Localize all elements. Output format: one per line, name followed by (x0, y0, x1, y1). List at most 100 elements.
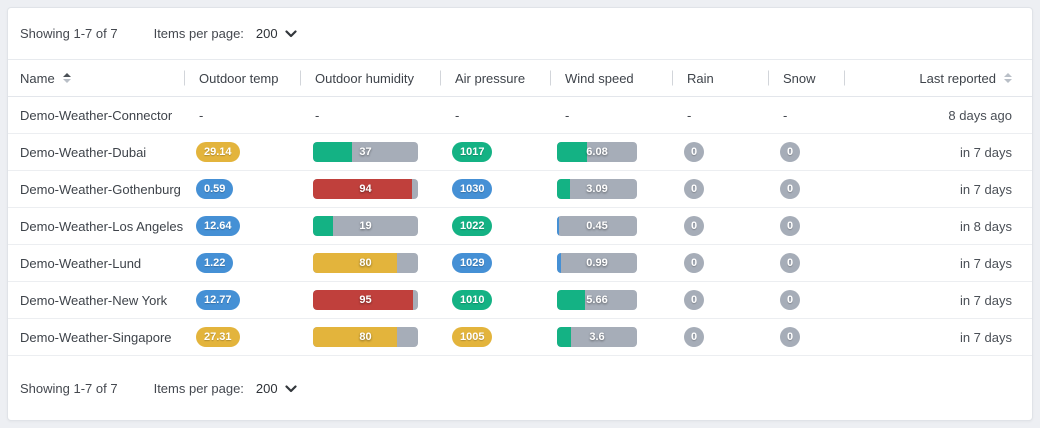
station-name: Demo-Weather-New York (20, 292, 168, 308)
pressure-badge: 1029 (452, 253, 493, 273)
last-reported-value: in 7 days (959, 144, 1012, 160)
table-row[interactable]: Demo-Weather-Lund 1.22 80 1029 0.99 0 0 … (8, 245, 1032, 282)
pressure-badge: 1030 (452, 179, 493, 199)
column-header-name[interactable]: Name (8, 60, 184, 96)
pressure-badge: 1017 (452, 142, 493, 162)
snow-badge: 0 (780, 327, 800, 347)
humidity-bar: 80 (313, 327, 418, 347)
pagination-bar-bottom: Showing 1-7 of 7 Items per page: 200 (8, 356, 1032, 420)
rain-badge: 0 (684, 253, 704, 273)
bar-fill (557, 327, 571, 347)
column-header-air-pressure: Air pressure (440, 60, 550, 96)
last-reported-value: in 7 days (959, 329, 1012, 345)
bar-fill (313, 179, 412, 199)
snow-badge: 0 (780, 179, 800, 199)
rain-badge: 0 (684, 290, 704, 310)
temp-badge: 12.64 (196, 216, 240, 236)
humidity-bar: 94 (313, 179, 418, 199)
pagination-bar-top: Showing 1-7 of 7 Items per page: 200 (8, 8, 1032, 60)
bar-value-label: 80 (359, 331, 372, 343)
items-per-page-select[interactable]: 200 (256, 381, 297, 396)
showing-count: Showing 1-7 of 7 (20, 26, 118, 41)
humidity-bar: - (315, 107, 320, 123)
bar-fill (557, 253, 561, 273)
temp-badge: 27.31 (196, 327, 240, 347)
table-row[interactable]: Demo-Weather-Connector - - - - - - 8 day… (8, 97, 1032, 134)
humidity-bar: 80 (313, 253, 418, 273)
chevron-down-icon (285, 26, 297, 41)
column-header-last-reported[interactable]: Last reported (844, 60, 1032, 96)
table-body: Demo-Weather-Connector - - - - - - 8 day… (8, 97, 1032, 356)
bar-value-label: 19 (359, 220, 372, 232)
showing-count: Showing 1-7 of 7 (20, 380, 118, 396)
last-reported-value: in 7 days (959, 292, 1012, 308)
wind-speed-bar: 6.08 (557, 142, 637, 162)
snow-badge: 0 (780, 142, 800, 162)
bar-value-label: 95 (359, 294, 372, 306)
wind-speed-bar: 3.6 (557, 327, 637, 347)
bar-fill (313, 327, 397, 347)
rain-badge: - (687, 107, 692, 123)
items-per-page-value: 200 (255, 380, 278, 396)
column-header-outdoor-temp: Outdoor temp (184, 60, 300, 96)
bar-value-label: 37 (359, 146, 372, 158)
items-per-page-value: 200 (255, 26, 278, 41)
column-header-snow: Snow (768, 60, 844, 96)
bar-fill (557, 179, 570, 199)
table-row[interactable]: Demo-Weather-Gothenburg 0.59 94 1030 3.0… (8, 171, 1032, 208)
humidity-bar: 37 (313, 142, 418, 162)
table-row[interactable]: Demo-Weather-New York 12.77 95 1010 5.66… (8, 282, 1032, 319)
pressure-badge: 1010 (452, 290, 493, 310)
column-header-snow-label: Snow (783, 70, 816, 86)
last-reported-value: in 7 days (959, 255, 1012, 271)
bar-fill (313, 216, 333, 236)
rain-badge: 0 (684, 179, 704, 199)
bar-value-label: 6.08 (586, 146, 608, 158)
column-header-wind-speed: Wind speed (550, 60, 672, 96)
rain-badge: 0 (684, 327, 704, 347)
bar-value-label: 94 (359, 183, 372, 195)
column-header-outdoor-humidity: Outdoor humidity (300, 60, 440, 96)
last-reported-value: in 7 days (959, 181, 1012, 197)
rain-badge: 0 (684, 216, 704, 236)
bar-fill (557, 216, 560, 236)
snow-badge: 0 (780, 216, 800, 236)
items-per-page-label: Items per page: (153, 380, 244, 396)
temp-badge: 1.22 (196, 253, 234, 273)
sort-asc-icon (62, 73, 71, 83)
snow-badge: 0 (780, 290, 800, 310)
column-header-rain: Rain (672, 60, 768, 96)
items-per-page-select[interactable]: 200 (256, 26, 297, 41)
device-table-card: Showing 1-7 of 7 Items per page: 200 Nam… (7, 7, 1033, 421)
temp-badge: 12.77 (196, 290, 240, 310)
bar-fill (557, 290, 585, 310)
column-header-outdoor-temp-label: Outdoor temp (199, 70, 279, 86)
station-name: Demo-Weather-Los Angeles (20, 218, 184, 234)
table-row[interactable]: Demo-Weather-Singapore 27.31 80 1005 3.6… (8, 319, 1032, 356)
bar-value-label: 3.09 (586, 183, 608, 195)
temp-badge: - (199, 107, 204, 123)
sort-icon (1004, 73, 1012, 83)
column-header-wind-speed-label: Wind speed (565, 70, 634, 86)
pressure-badge: 1022 (452, 216, 493, 236)
bar-value-label: 3.6 (589, 331, 605, 343)
wind-speed-bar: 5.66 (557, 290, 637, 310)
rain-badge: 0 (684, 142, 704, 162)
station-name: Demo-Weather-Singapore (20, 329, 172, 345)
column-header-last-reported-label: Last reported (919, 70, 996, 86)
table-row[interactable]: Demo-Weather-Los Angeles 12.64 19 1022 0… (8, 208, 1032, 245)
station-name: Demo-Weather-Gothenburg (20, 181, 181, 197)
bar-value-label: 0.99 (586, 257, 608, 269)
column-separator (550, 70, 551, 86)
last-reported-value: in 8 days (959, 218, 1012, 234)
station-name: Demo-Weather-Dubai (20, 144, 147, 160)
bar-fill (313, 253, 397, 273)
column-header-rain-label: Rain (687, 70, 714, 86)
table-row[interactable]: Demo-Weather-Dubai 29.14 37 1017 6.08 0 … (8, 134, 1032, 171)
bar-fill (313, 290, 413, 310)
humidity-bar: 95 (313, 290, 418, 310)
wind-speed-bar: 0.45 (557, 216, 637, 236)
column-header-name-label: Name (20, 70, 55, 86)
chevron-down-icon (285, 381, 297, 396)
column-separator (184, 70, 185, 86)
